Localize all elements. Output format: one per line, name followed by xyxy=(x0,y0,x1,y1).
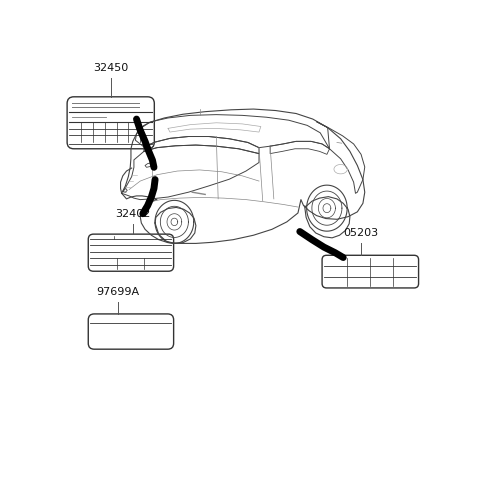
Text: 32450: 32450 xyxy=(93,64,128,73)
Text: 97699A: 97699A xyxy=(96,287,140,297)
Text: 05203: 05203 xyxy=(344,228,379,238)
Text: 32402: 32402 xyxy=(115,209,151,219)
